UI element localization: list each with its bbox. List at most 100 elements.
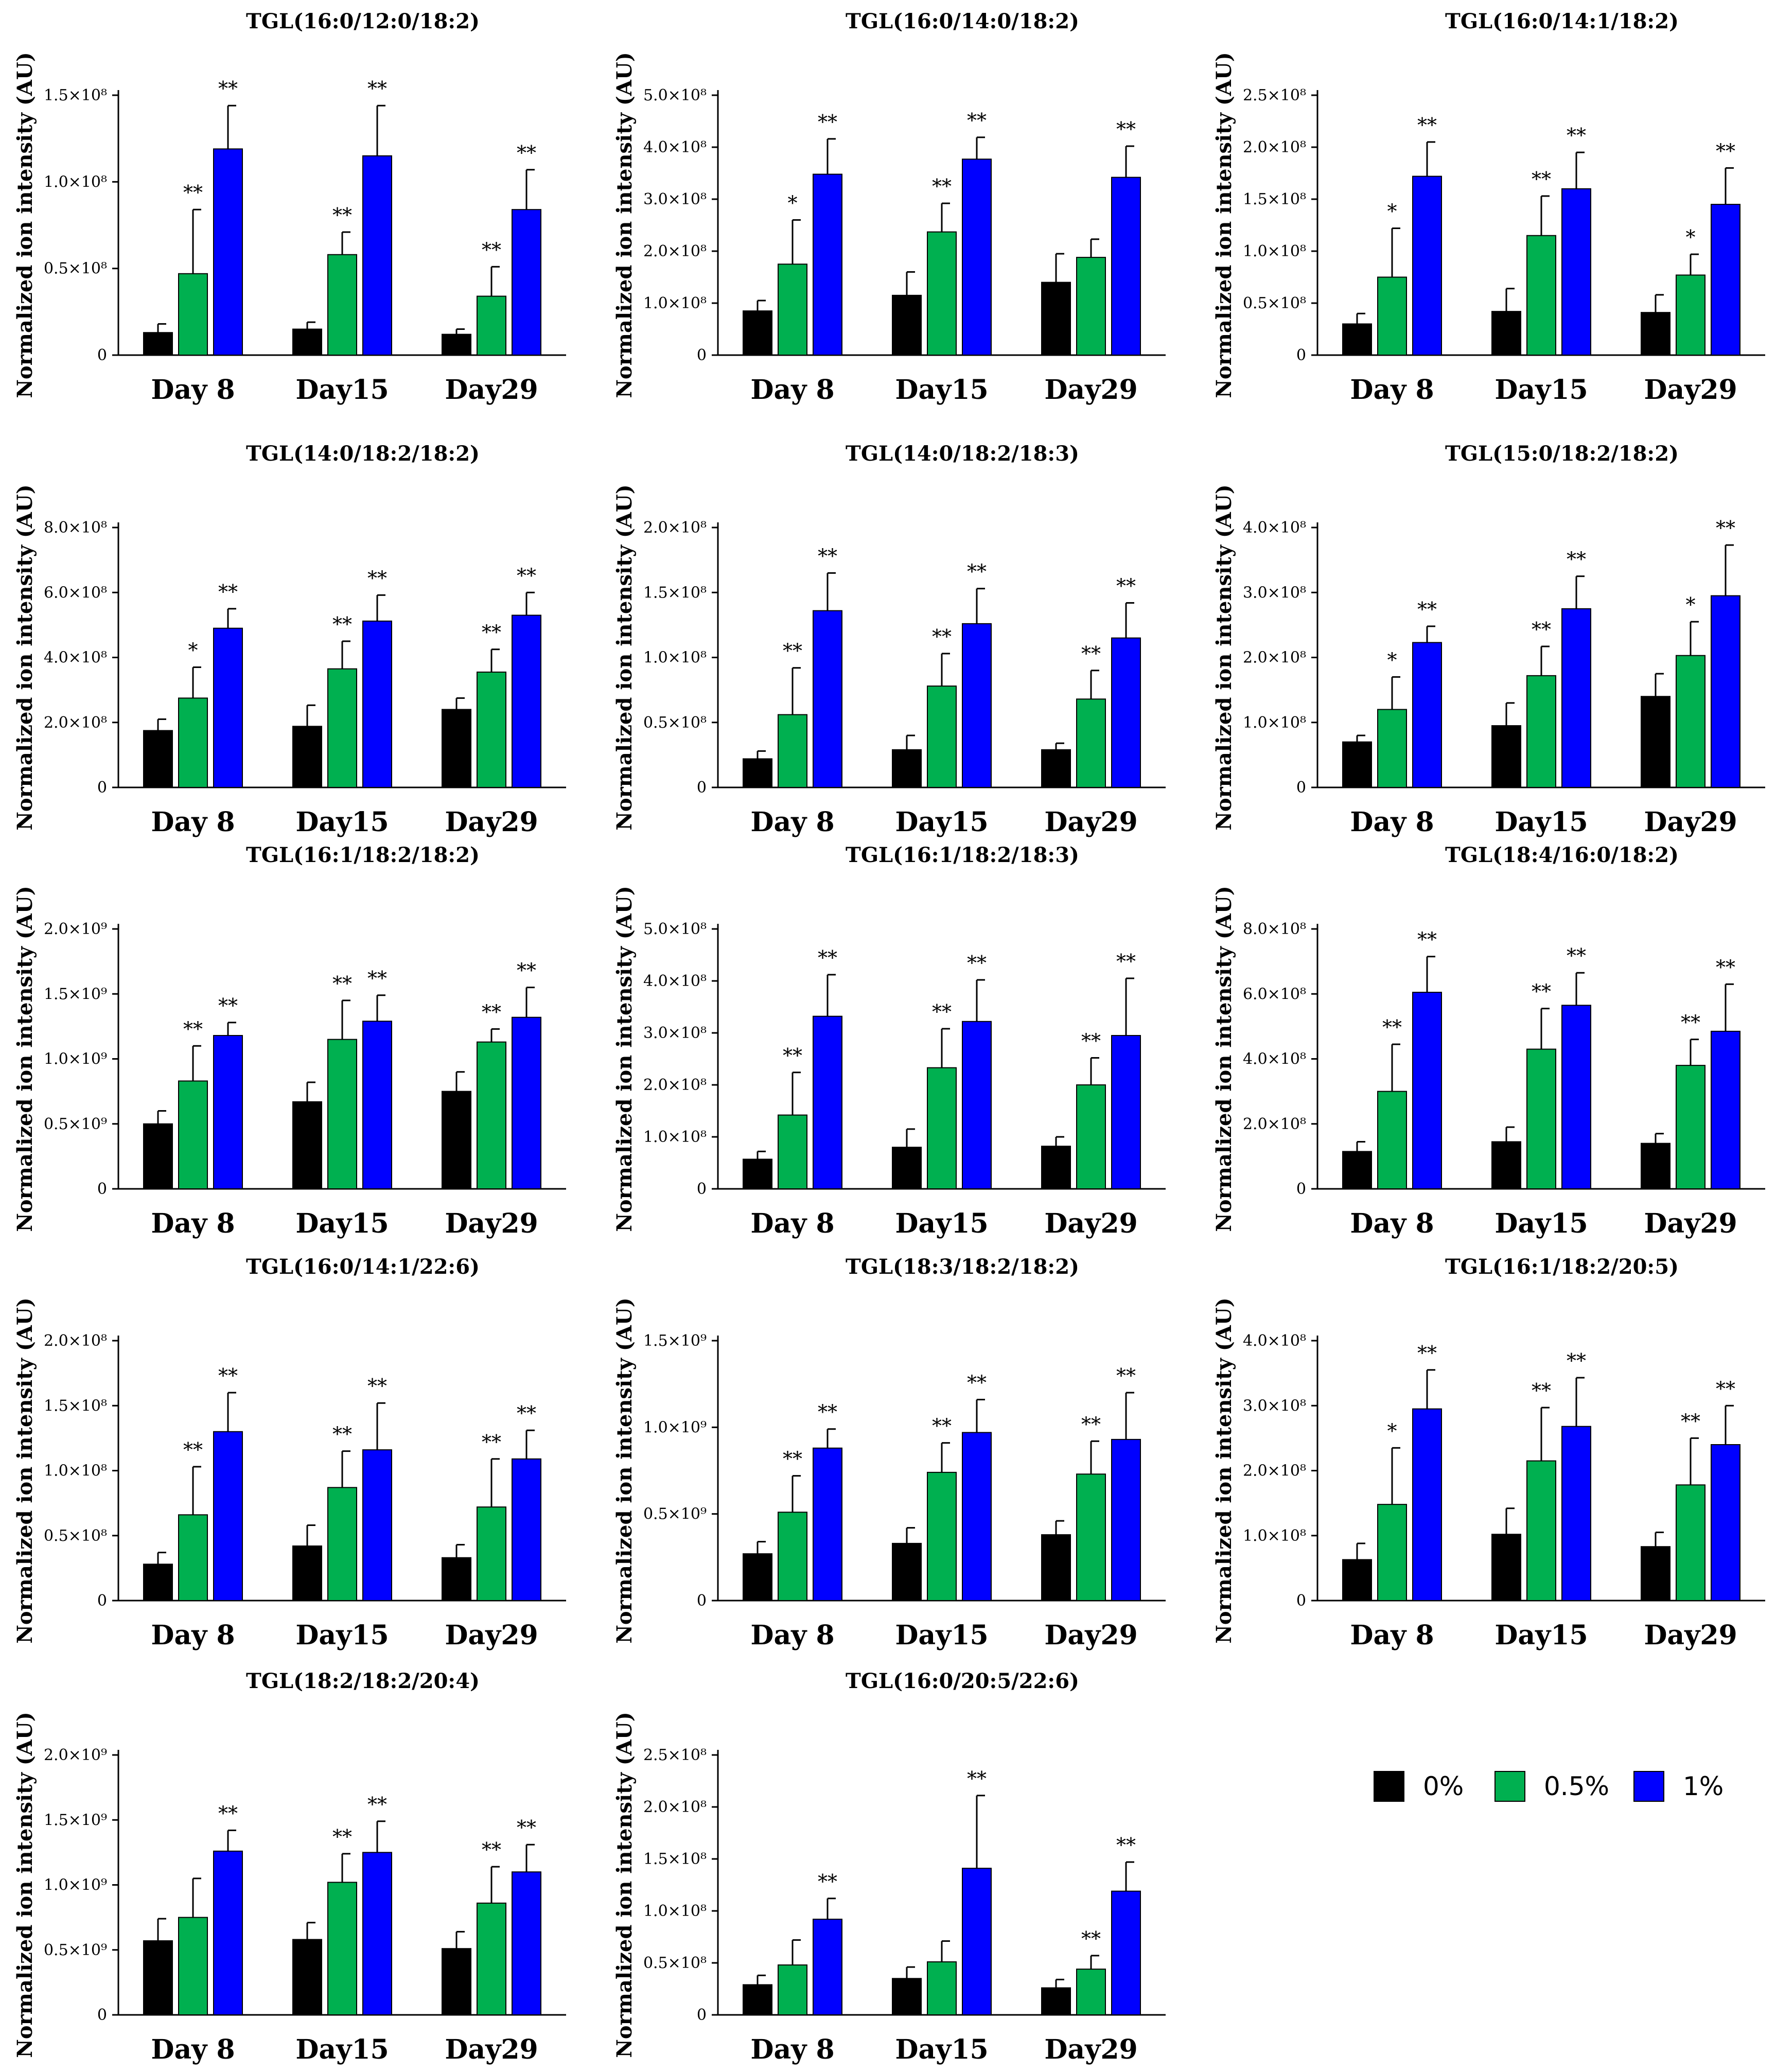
- significance-label: **: [482, 1838, 501, 1861]
- bar: [362, 155, 392, 356]
- significance-label: **: [1567, 548, 1586, 571]
- y-tick-label: 1.5×10⁸: [44, 86, 107, 104]
- bar: [512, 1871, 541, 2015]
- bar: [1041, 1987, 1071, 2015]
- significance-label: **: [1532, 618, 1551, 641]
- bar: [512, 614, 541, 788]
- y-axis-label: Normalized ion intensity (AU): [13, 1297, 37, 1643]
- y-tick-label: 0.5×10⁸: [44, 1527, 107, 1545]
- chart-panel: TGL(16:1/18:2/18:3) Normalized ion intens…: [612, 843, 1166, 1239]
- legend-label: 0.5%: [1544, 1771, 1609, 1801]
- y-tick-label: 0: [1296, 779, 1306, 797]
- y-tick-label: 1.0×10⁸: [643, 649, 707, 667]
- y-tick-label: 6.0×10⁸: [1243, 985, 1306, 1003]
- y-tick-label: 1.0×10⁸: [643, 1128, 707, 1146]
- y-axis-label: Normalized ion intensity (AU): [13, 1712, 37, 2058]
- bar: [743, 1984, 772, 2015]
- significance-label: **: [332, 1825, 352, 1848]
- legend-swatch: [1494, 1771, 1525, 1802]
- significance-label: **: [218, 994, 238, 1017]
- chart-title: TGL(18:4/16:0/18:2): [1445, 843, 1679, 867]
- y-tick-label: 2.0×10⁸: [643, 1798, 707, 1816]
- bar: [1711, 595, 1740, 788]
- bar: [178, 1917, 208, 2015]
- bar: [892, 1978, 922, 2015]
- bar: [327, 254, 357, 356]
- bar: [327, 1487, 357, 1602]
- bar: [1526, 235, 1556, 356]
- significance-label: **: [783, 640, 802, 662]
- significance-label: **: [818, 1870, 837, 1893]
- y-tick-label: 0: [697, 2006, 707, 2024]
- significance-label: **: [1417, 598, 1437, 621]
- significance-label: **: [783, 1448, 802, 1470]
- bar: [1412, 992, 1442, 1189]
- bar: [1377, 1091, 1407, 1189]
- bar: [1711, 1030, 1740, 1189]
- bar: [1076, 1084, 1106, 1189]
- bar: [512, 209, 541, 356]
- y-tick-label: 2.5×10⁸: [643, 1746, 707, 1764]
- legend-label: 1%: [1683, 1771, 1724, 1801]
- significance-label: **: [1417, 114, 1437, 136]
- significance-label: **: [332, 972, 352, 995]
- significance-label: **: [1716, 1377, 1735, 1400]
- y-tick-label: 8.0×10⁸: [1243, 920, 1306, 938]
- bar: [1561, 1426, 1591, 1601]
- bar: [892, 749, 922, 788]
- bar: [143, 1564, 173, 1601]
- bar: [1041, 282, 1071, 356]
- bar: [213, 148, 243, 356]
- y-axis-label: Normalized ion intensity (AU): [1212, 52, 1236, 398]
- bar: [743, 1158, 772, 1189]
- significance-label: **: [967, 1371, 987, 1394]
- bar: [362, 1852, 392, 2015]
- bar: [1412, 175, 1442, 356]
- bar: [892, 1542, 922, 1602]
- significance-label: **: [183, 1438, 203, 1461]
- y-axis-label: Normalized ion intensity (AU): [1212, 1297, 1236, 1643]
- bar: [477, 1041, 506, 1189]
- x-category-label: Day29: [445, 806, 538, 838]
- significance-label: **: [1417, 1342, 1437, 1364]
- x-category-label: Day15: [295, 374, 389, 406]
- bar: [442, 1091, 471, 1189]
- bar: [778, 1114, 807, 1190]
- y-tick-label: 4.0×10⁸: [1243, 1332, 1306, 1350]
- x-category-label: Day29: [1644, 374, 1737, 406]
- bar: [1676, 1065, 1705, 1189]
- chart-panels: TGL(16:0/12:0/18:2) Normalized ion intens…: [13, 9, 1765, 2065]
- bar: [892, 294, 922, 356]
- y-tick-label: 0.5×10⁹: [643, 1505, 707, 1523]
- y-tick-label: 5.0×10⁸: [643, 86, 707, 104]
- bar: [1491, 725, 1521, 788]
- significance-label: **: [1567, 1349, 1586, 1372]
- y-tick-label: 4.0×10⁸: [1243, 519, 1306, 537]
- x-category-label: Day15: [895, 1208, 988, 1239]
- y-tick-label: 2.0×10⁸: [1243, 138, 1306, 156]
- bar: [1342, 1559, 1372, 1602]
- x-category-label: Day29: [1644, 1620, 1737, 1651]
- y-tick-label: 1.0×10⁸: [1243, 1527, 1306, 1545]
- bar: [213, 1035, 243, 1189]
- significance-label: **: [967, 560, 987, 583]
- bar: [1377, 709, 1407, 788]
- bar: [927, 1067, 957, 1190]
- bar: [1561, 1005, 1591, 1189]
- significance-label: **: [967, 1767, 987, 1790]
- significance-label: **: [1116, 118, 1136, 141]
- chart-title: TGL(16:0/12:0/18:2): [246, 9, 480, 33]
- y-tick-label: 2.0×10⁸: [643, 519, 707, 537]
- significance-label: **: [367, 77, 387, 100]
- x-category-label: Day15: [1494, 1208, 1588, 1239]
- bar: [962, 1432, 992, 1601]
- bar: [1041, 1534, 1071, 1601]
- bar: [1676, 1484, 1705, 1601]
- significance-label: **: [818, 1401, 837, 1424]
- y-tick-label: 1.5×10⁹: [44, 985, 107, 1003]
- y-tick-label: 4.0×10⁸: [643, 972, 707, 990]
- chart-title: TGL(14:0/18:2/18:3): [846, 442, 1079, 466]
- x-category-label: Day29: [1644, 1208, 1737, 1239]
- chart-title: TGL(18:2/18:2/20:4): [246, 1669, 480, 1693]
- y-tick-label: 0: [97, 346, 107, 364]
